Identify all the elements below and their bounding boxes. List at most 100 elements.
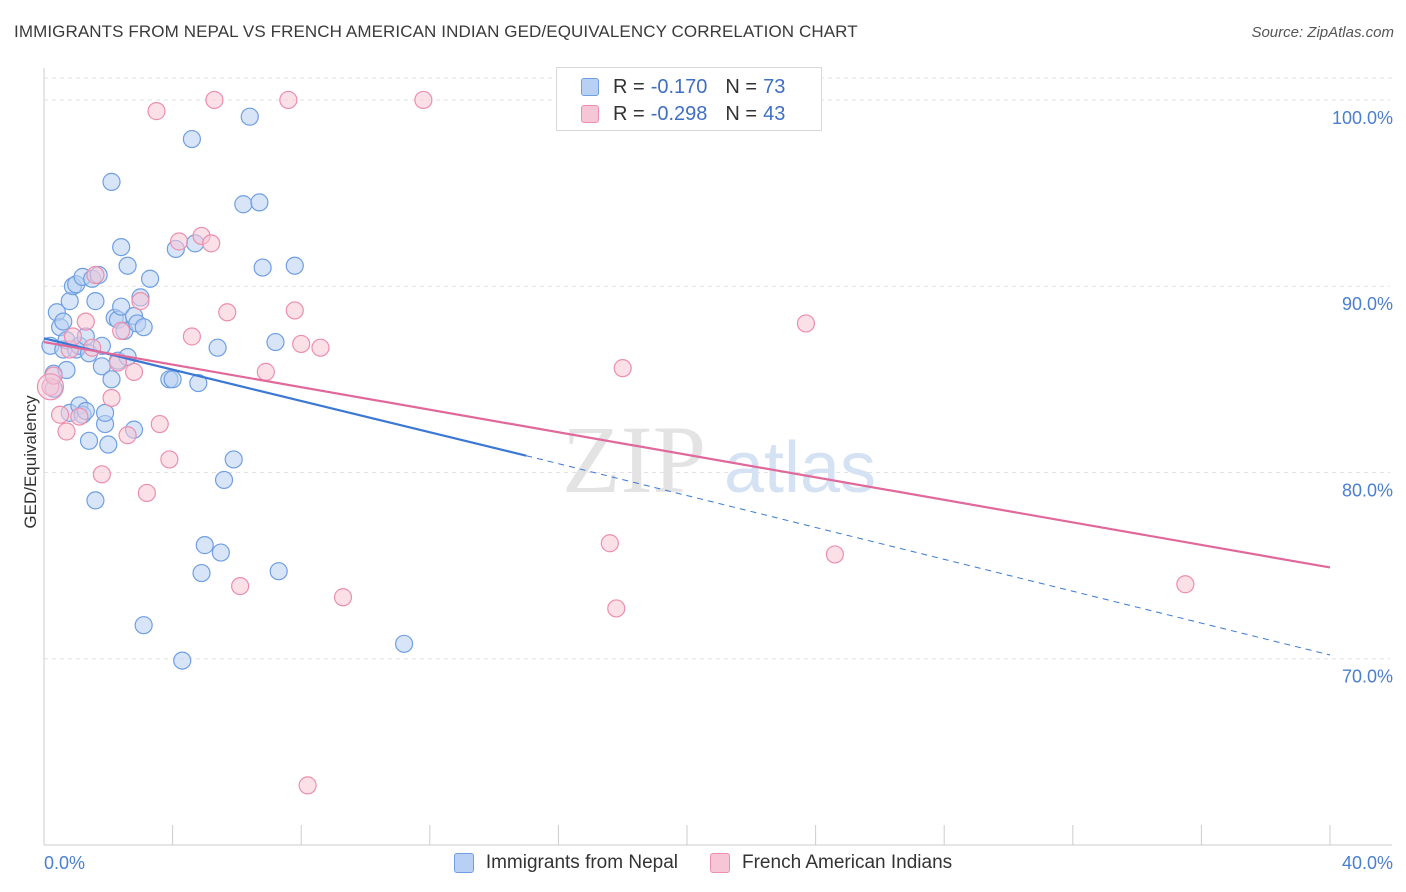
nepal-point — [173, 651, 192, 670]
nepal-point — [163, 370, 182, 389]
french-american-indian-point — [607, 599, 626, 618]
french-american-indian-point — [70, 407, 89, 426]
chart-title: IMMIGRANTS FROM NEPAL VS FRENCH AMERICAN… — [14, 22, 858, 41]
y-tick-label: 70.0% — [1342, 667, 1393, 687]
nepal-point — [224, 450, 243, 469]
french-american-indian-point — [205, 90, 224, 110]
y-tick-label: 80.0% — [1342, 480, 1393, 500]
nepal-point — [86, 292, 105, 311]
french-american-indian-point — [182, 327, 201, 346]
nepal-point — [195, 536, 214, 555]
french-american-indian-point — [124, 362, 144, 381]
legend-swatch-french-american-indians — [581, 105, 599, 123]
french-american-indian-point — [86, 265, 105, 285]
nepal-point — [86, 491, 105, 510]
nepal-point — [208, 338, 227, 357]
nepal-point — [54, 312, 73, 331]
french-american-indian-point — [285, 301, 304, 320]
french-american-indian-point — [279, 90, 298, 110]
nepal-point — [214, 470, 234, 490]
french-american-indian-point — [600, 534, 619, 553]
legend-swatch-nepal — [581, 78, 599, 96]
legend-r-value: -0.298 — [650, 102, 708, 125]
french-american-indian-point — [63, 327, 83, 346]
series-name-french-american-indians: French American Indians — [742, 852, 953, 873]
french-american-indian-point — [414, 90, 433, 110]
nepal-point — [79, 431, 99, 450]
nepal-point — [285, 256, 304, 275]
legend-r-label: R = — [613, 102, 645, 125]
legend-n-value: 43 — [763, 102, 786, 125]
x-tick-label: 0.0% — [44, 853, 85, 873]
nepal-point — [102, 172, 121, 191]
french-american-indian-point — [36, 373, 65, 401]
axes — [43, 68, 1392, 846]
nepal-trend-line — [43, 337, 527, 457]
nepal-trend-extension — [526, 455, 1331, 656]
french-american-indian-point — [292, 334, 311, 354]
series-legend-nepal[interactable]: Immigrants from Nepal — [453, 852, 678, 874]
french-american-indian-point — [256, 362, 275, 381]
french-american-indian-point — [825, 545, 844, 564]
nepal-point — [118, 256, 137, 275]
nepal-point — [253, 258, 272, 277]
series-swatch-nepal — [453, 853, 474, 873]
french-american-indian-point — [44, 366, 63, 385]
nepal-point — [112, 297, 131, 316]
french-american-indian-point — [50, 405, 70, 424]
y-tick-label: 100.0% — [1332, 108, 1393, 128]
nepal-point — [240, 107, 259, 126]
nepal-point — [394, 634, 414, 653]
french-american-indian-point — [131, 292, 150, 311]
legend-n-value: 73 — [763, 75, 786, 98]
data-points — [36, 90, 1195, 795]
chart-source: Source: ZipAtlas.com — [1251, 24, 1394, 41]
correlation-legend: R = -0.170 N = 73 R = -0.298 N = 43 — [556, 67, 822, 131]
grid-lines — [44, 77, 1392, 660]
nepal-point — [250, 193, 269, 212]
nepal-point — [99, 435, 118, 454]
french-american-indian-point — [112, 321, 131, 341]
watermark-atlas: atlas — [724, 428, 876, 508]
nepal-point — [112, 237, 131, 257]
series-legend-french-american-indians[interactable]: French American Indians — [710, 852, 952, 874]
french-american-indian-point — [102, 388, 121, 408]
y-axis-label: GED/Equivalency — [21, 395, 40, 529]
french-american-indian-point — [137, 483, 156, 503]
nepal-point — [192, 563, 211, 583]
watermark: ZIP atlas — [562, 406, 876, 513]
nepal-point — [140, 269, 160, 288]
french-american-indian-point — [1176, 575, 1195, 594]
series-name-nepal: Immigrants from Nepal — [485, 852, 678, 873]
nepal-point — [182, 129, 201, 149]
french-american-indian-point — [298, 776, 317, 795]
trend-lines — [43, 337, 1331, 656]
nepal-point — [211, 543, 230, 562]
legend-row-french-american-indians: R = -0.298 N = 43 — [581, 102, 785, 126]
nepal-point — [266, 332, 285, 352]
series-legend: Immigrants from Nepal French American In… — [0, 852, 1406, 874]
tick-labels: 70.0% 80.0% 90.0% 100.0% 0.0% 40.0% — [44, 108, 1393, 873]
legend-r-value: -0.170 — [650, 75, 708, 98]
nepal-point — [134, 616, 153, 635]
nepal-point — [269, 562, 288, 581]
legend-row-nepal: R = -0.170 N = 73 — [581, 75, 785, 99]
legend-r-label: R = — [613, 75, 645, 98]
french-american-indian-point — [57, 422, 76, 441]
french-american-indian-point — [150, 414, 169, 434]
french-american-indian-point — [231, 576, 250, 596]
french-american-indian-point — [118, 426, 137, 445]
legend-n-label: N = — [725, 102, 758, 125]
y-tick-label: 90.0% — [1342, 294, 1393, 314]
series-swatch-french-american-indians — [710, 853, 730, 873]
french-american-indian-point — [147, 102, 166, 121]
french-american-indian-point — [160, 450, 179, 469]
french-american-indian-point — [76, 312, 95, 331]
nepal-point — [234, 195, 253, 214]
french-american-indian-point — [202, 234, 221, 253]
french-american-indian-point — [218, 303, 237, 322]
nepal-point — [102, 370, 121, 389]
french-american-indian-point — [169, 232, 189, 251]
legend-n-label: N = — [725, 75, 758, 98]
